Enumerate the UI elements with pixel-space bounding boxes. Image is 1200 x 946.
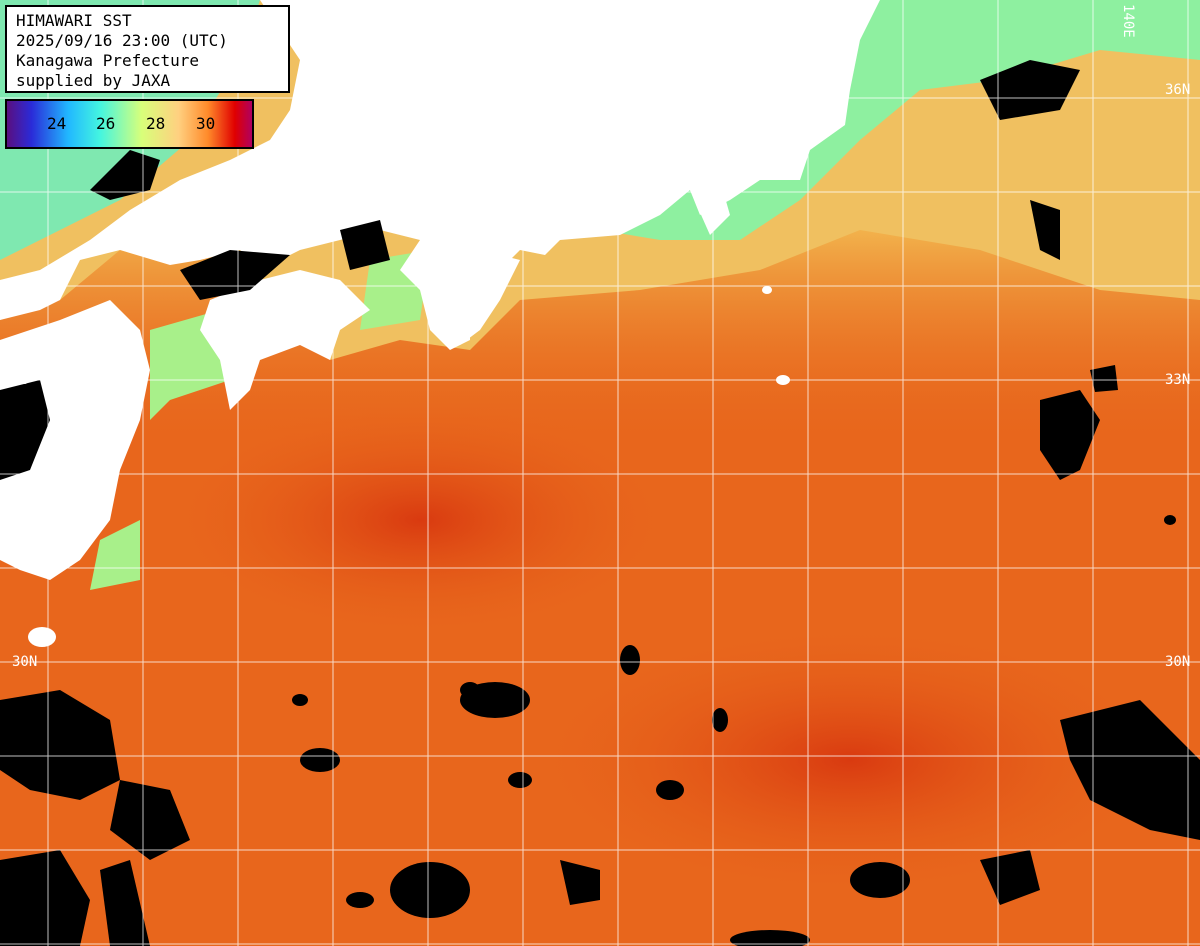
tanegashima-island (28, 627, 56, 647)
lat-label-30n: 30N (1165, 654, 1191, 670)
legend-tick-26: 26 (96, 114, 116, 133)
timestamp: 2025/09/16 23:00 (UTC) (16, 31, 228, 50)
hot-core-west (160, 400, 680, 640)
kii-peninsula (430, 250, 520, 345)
title-box: HIMAWARI SST 2025/09/16 23:00 (UTC) Kana… (5, 5, 290, 93)
izu-islands-north (762, 286, 772, 294)
honshu-landmass (0, 0, 880, 350)
hot-core-south (520, 620, 1180, 900)
lat-label-36n: 36N (1165, 82, 1191, 98)
shikoku-landmass (200, 270, 370, 410)
izu-peninsula (690, 180, 730, 235)
color-scale-legend: 24 26 28 30 (5, 99, 254, 149)
legend-tick-24: 24 (47, 114, 67, 133)
product-title: HIMAWARI SST (16, 11, 132, 30)
lon-label-132e: 132E (480, 6, 496, 40)
data-credit: supplied by JAXA (16, 71, 171, 90)
lat-label-33-left: 33 (12, 372, 29, 388)
region-name: Kanagawa Prefecture (16, 51, 200, 70)
legend-tick-30: 30 (196, 114, 216, 133)
cool-water-channel (90, 250, 430, 590)
kyushu-landmass (0, 300, 150, 580)
legend-tick-28: 28 (146, 114, 166, 133)
lon-label-140e: 140E (1120, 4, 1136, 38)
lat-label-30n-left: 30N (12, 654, 38, 670)
lat-label-33n: 33N (1165, 372, 1191, 388)
